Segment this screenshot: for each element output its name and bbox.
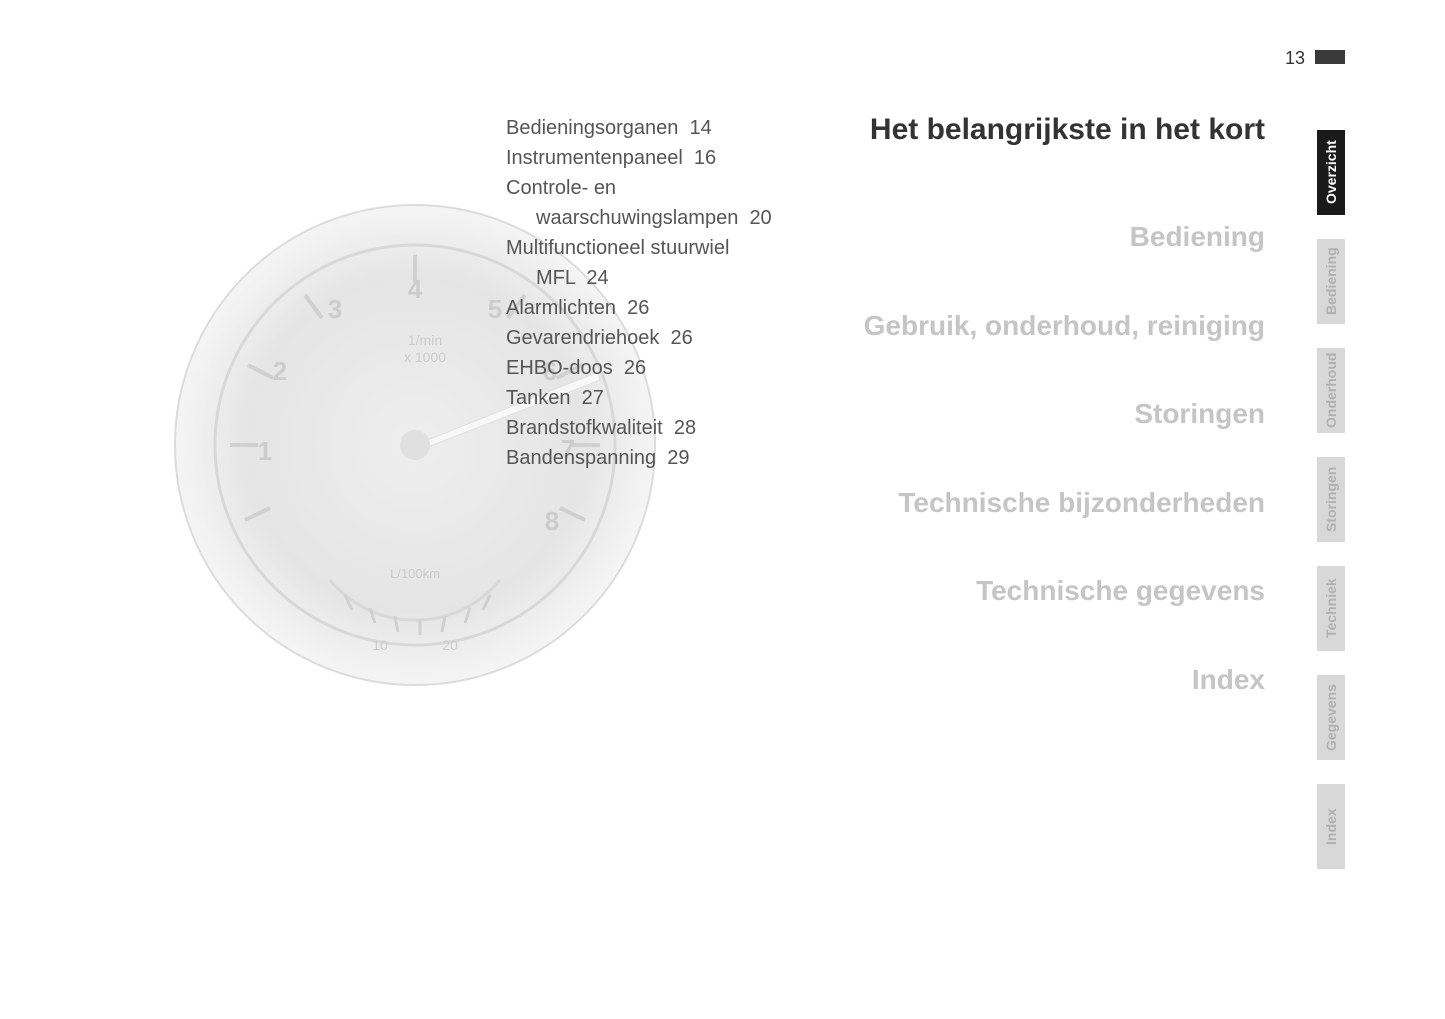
section-heading: Index xyxy=(815,663,1265,697)
gauge-speed-num: 20 xyxy=(442,637,458,653)
side-tab-index[interactable]: Index xyxy=(1317,784,1345,869)
side-tab-onderhoud[interactable]: Onderhoud xyxy=(1317,348,1345,433)
page-number: 13 xyxy=(1285,48,1305,69)
gauge-speed-num: 10 xyxy=(372,637,388,653)
gauge-num: 8 xyxy=(545,506,559,536)
toc-item: Controle- en xyxy=(506,173,772,203)
gauge-num: 1 xyxy=(258,436,272,466)
toc-item: Bandenspanning 29 xyxy=(506,443,772,473)
side-tab-gegevens[interactable]: Gegevens xyxy=(1317,675,1345,760)
page-title: Het belangrijkste in het kort xyxy=(870,113,1265,147)
toc-item: Gevarendriehoek 26 xyxy=(506,323,772,353)
side-tabs: Overzicht Bediening Onderhoud Storingen Tech… xyxy=(1317,130,1345,893)
section-heading: Gebruik, onderhoud, reiniging xyxy=(815,309,1265,343)
section-heading: Bediening xyxy=(815,220,1265,254)
gauge-num: 2 xyxy=(273,356,287,386)
section-list: Bediening Gebruik, onderhoud, reiniging St… xyxy=(815,220,1265,752)
toc-item: waarschuwingslampen 20 xyxy=(506,203,772,233)
toc-list: Bedieningsorganen 14Instrumentenpaneel 1… xyxy=(506,113,772,473)
gauge-num: 5 xyxy=(488,294,502,324)
side-tab-overzicht[interactable]: Overzicht xyxy=(1317,130,1345,215)
gauge-rpm-mult: x 1000 xyxy=(404,349,446,365)
side-tab-bediening[interactable]: Bediening xyxy=(1317,239,1345,324)
side-tab-storingen[interactable]: Storingen xyxy=(1317,457,1345,542)
toc-item: Bedieningsorganen 14 xyxy=(506,113,772,143)
toc-item: Brandstofkwaliteit 28 xyxy=(506,413,772,443)
toc-item: Alarmlichten 26 xyxy=(506,293,772,323)
gauge-speed-label: L/100km xyxy=(390,566,440,581)
toc-item: Tanken 27 xyxy=(506,383,772,413)
gauge-num: 4 xyxy=(408,274,423,304)
gauge-num: 3 xyxy=(328,294,342,324)
toc-item: Multifunctioneel stuurwiel xyxy=(506,233,772,263)
toc-item: MFL 24 xyxy=(506,263,772,293)
toc-item: Instrumentenpaneel 16 xyxy=(506,143,772,173)
side-tab-techniek[interactable]: Techniek xyxy=(1317,566,1345,651)
gauge-rpm-label: 1/min xyxy=(408,332,442,348)
section-heading: Technische gegevens xyxy=(815,574,1265,608)
section-heading: Storingen xyxy=(815,397,1265,431)
toc-item: EHBO-doos 26 xyxy=(506,353,772,383)
page-marker xyxy=(1315,50,1345,64)
section-heading: Technische bijzonderheden xyxy=(815,486,1265,520)
